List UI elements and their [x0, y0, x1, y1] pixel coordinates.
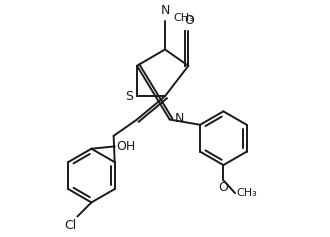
Text: O: O — [218, 181, 228, 194]
Text: S: S — [125, 90, 133, 103]
Text: Cl: Cl — [64, 219, 76, 232]
Text: N: N — [174, 112, 184, 125]
Text: CH₃: CH₃ — [173, 13, 194, 23]
Text: OH: OH — [116, 140, 135, 153]
Text: O: O — [184, 14, 194, 27]
Text: CH₃: CH₃ — [236, 188, 257, 198]
Text: N: N — [160, 4, 170, 17]
